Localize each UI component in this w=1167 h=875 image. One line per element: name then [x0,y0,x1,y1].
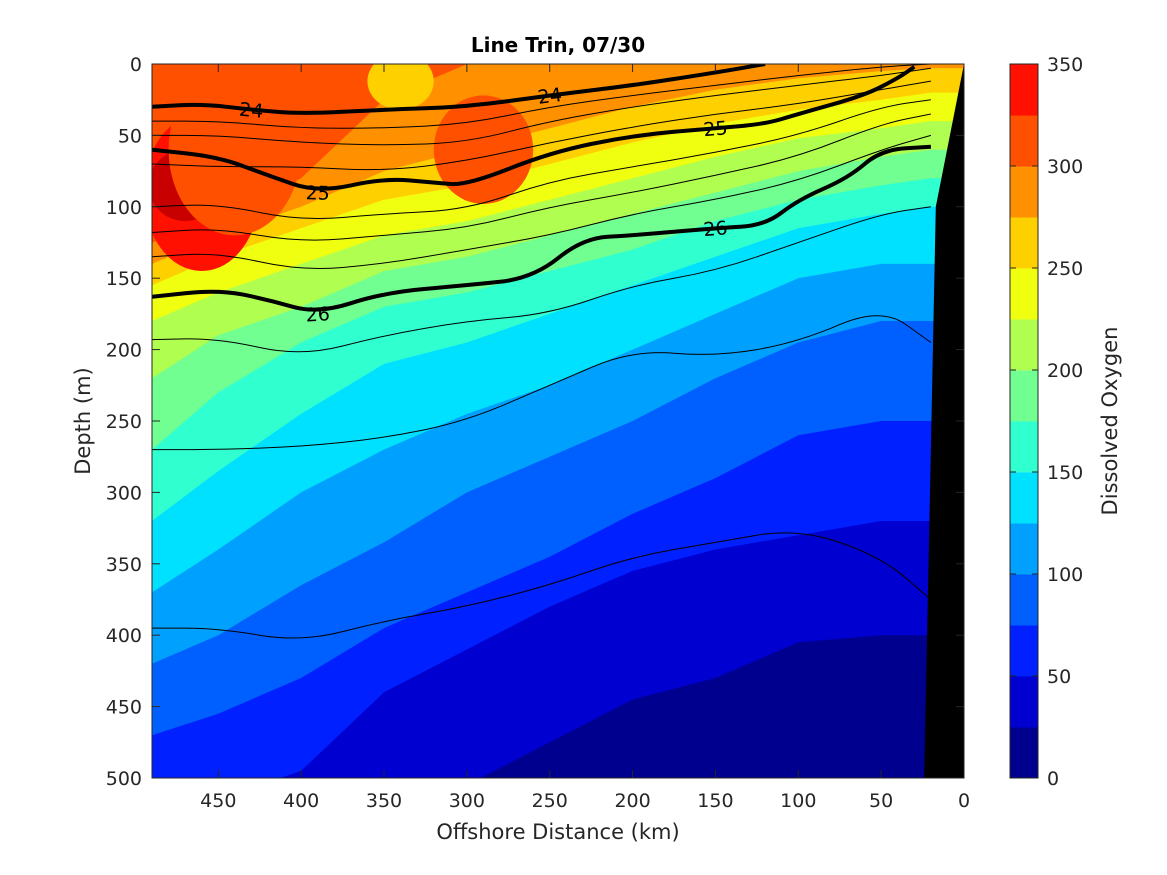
colorbar-swatch [1010,370,1038,422]
colorbar-frame [1009,63,1039,779]
x-tick-label: 400 [283,790,319,812]
x-ticks: 450 400 350 300 250 200 150 100 50 0 [200,64,970,812]
y-tick-label: 450 [106,697,142,719]
colorbar-tick-label: 150 [1047,462,1083,484]
colorbar-swatch [1010,523,1038,575]
y-tick-label: 150 [106,268,142,290]
contour-label-26-0: 26 [305,303,330,326]
density-contour-7 [152,113,931,241]
colorbar-swatch [1010,421,1038,473]
colorbar-swatch [1010,319,1038,371]
colorbar-swatch [1010,676,1038,728]
contour-label-25-0: 25 [305,182,330,205]
colorbar: 350 300 250 200 150 100 50 0 [1009,54,1083,790]
contour-label-text: 25 [305,182,330,205]
density-contour-26 [152,144,932,312]
colorbar-swatch [1010,166,1038,218]
contour-label-text: 26 [703,217,729,241]
colorbar-tick-label: 300 [1047,156,1083,178]
contour-label-25-1: 25 [702,117,728,141]
density-contour-8 [152,134,932,269]
colorbar-tick-label: 350 [1047,54,1083,76]
colorbar-tick-label: 50 [1047,666,1071,688]
colorbar-swatch [1010,574,1038,626]
colorbar-tick-label: 0 [1047,768,1059,790]
seafloor-bathymetry [924,64,964,778]
x-tick-label: 300 [449,790,485,812]
colorbar-swatch [1010,217,1038,269]
x-tick-label: 200 [614,790,650,812]
y-tick-label: 300 [106,482,142,504]
contour-label-24-1: 24 [536,84,563,109]
y-tick-label: 250 [106,411,142,433]
x-axis-label: Offshore Distance (km) [436,820,679,844]
colorbar-swatch [1010,115,1038,167]
colorbar-swatch [1010,64,1038,116]
density-contour-3 [152,64,931,129]
colorbar-label: Dissolved Oxygen [1098,327,1122,516]
colorbar-swatch [1010,268,1038,320]
colorbar-tick-label: 200 [1047,360,1083,382]
density-contour-9 [152,206,931,353]
plot-area [152,64,964,778]
x-tick-label: 250 [532,790,568,812]
oxygen-maximum-2 [433,95,534,204]
density-contour-24 [152,64,766,115]
contour-label-text: 25 [702,117,728,141]
y-tick-label: 50 [118,125,142,147]
y-tick-label: 350 [106,554,142,576]
y-tick-label: 0 [130,54,142,76]
contour-labels: 24 24 25 25 26 26 [238,84,729,327]
x-tick-label: 350 [366,790,402,812]
y-ticks: 0 50 100 150 200 250 300 350 400 450 500 [106,54,964,790]
density-contour-4 [152,67,931,146]
colorbar-swatch [1010,727,1038,779]
x-tick-label: 100 [780,790,816,812]
oxygen-maximum-3 [168,64,302,236]
y-tick-label: 400 [106,625,142,647]
density-contour-6 [152,99,931,220]
x-tick-label: 150 [697,790,733,812]
colorbar-tick-label: 250 [1047,258,1083,280]
contour-label-24-0: 24 [238,99,264,123]
contour-label-text: 24 [536,84,563,109]
density-contour-11 [152,532,932,639]
y-tick-label: 200 [106,340,142,362]
colorbar-swatch [1010,472,1038,524]
chart-title: Line Trin, 07/30 [471,33,645,57]
colorbar-tick-label: 100 [1047,564,1083,586]
contour-label-text: 24 [238,99,264,123]
x-tick-label: 0 [958,790,970,812]
y-axis-label: Depth (m) [71,367,95,474]
x-tick-label: 450 [200,790,236,812]
colorbar-swatch [1010,625,1038,677]
contour-label-text: 26 [305,303,330,326]
density-contour-10 [152,315,932,451]
x-tick-label: 50 [869,790,893,812]
density-contour-25 [152,65,916,191]
contour-label-26-1: 26 [703,217,729,241]
y-tick-label: 500 [106,768,142,790]
bathymetry [924,64,964,778]
density-contour-5 [152,80,931,171]
oxygen-maximum-4 [367,64,434,110]
density-contours [152,64,932,639]
y-tick-label: 100 [106,197,142,219]
oxygen-band-300 [152,64,964,243]
